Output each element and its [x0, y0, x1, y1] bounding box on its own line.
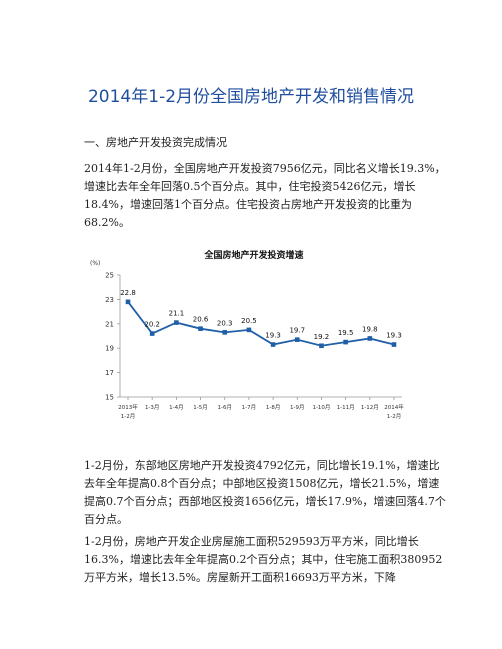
x-tick-label: 1-10月: [312, 404, 330, 411]
data-value-label: 21.1: [169, 310, 185, 318]
data-value-label: 20.6: [193, 316, 209, 324]
section-heading: 一、房地产开发投资完成情况: [84, 136, 227, 149]
x-tick-label: 1-12月: [361, 404, 379, 411]
data-point-marker: [319, 343, 324, 349]
data-value-label: 19.8: [362, 325, 378, 333]
x-tick-label: 1-8月: [266, 404, 280, 411]
data-point-marker: [125, 299, 131, 305]
paragraph-regional-investment: 1-2月份，东部地区房地产开发投资4792亿元，同比增长19.1%，增速比去年全…: [84, 459, 446, 526]
paragraph-construction-area: 1-2月份，房地产开发企业房屋施工面积529593万平方米，同比增长16.3%，…: [84, 535, 443, 584]
x-tick-label: 1-11月: [337, 404, 355, 411]
y-axis-unit-label: (%): [90, 260, 100, 267]
x-tick-label: 2014年 1-2月: [384, 403, 404, 420]
data-point-marker: [246, 327, 252, 333]
series-line: [127, 301, 395, 347]
y-tick-label: 25: [105, 272, 114, 280]
data-point-marker: [270, 342, 276, 347]
y-tick-label: 21: [105, 320, 114, 328]
data-point-marker: [343, 339, 348, 345]
page-title: 2014年1-2月份全国房地产开发和销售情况: [87, 87, 415, 107]
investment-growth-chart: 全国房地产开发投资增速 (%) 15 17 19 21 23 25 2013年 1-2月 1-3…: [90, 249, 404, 420]
x-tick-label: 1-4月: [169, 404, 183, 411]
data-point-marker: [174, 320, 179, 325]
x-tick-label: 1-7月: [242, 404, 256, 411]
data-value-label: 20.3: [217, 319, 233, 327]
x-tick-label: 1-6月: [217, 404, 231, 411]
x-tick-label: 1-9月: [290, 404, 304, 411]
data-value-label: 22.8: [120, 289, 136, 297]
x-tick-label: 2013年 1-2月: [118, 403, 138, 420]
x-tick-label: 1-5月: [193, 404, 207, 411]
data-value-label: 19.2: [314, 333, 330, 341]
data-value-label: 19.3: [265, 332, 281, 340]
x-tick-label: 1-3月: [145, 404, 159, 411]
y-tick-label: 23: [105, 296, 114, 304]
data-point-marker: [198, 326, 203, 331]
chart-title: 全国房地产开发投资增速: [203, 249, 303, 261]
data-point-marker: [294, 337, 300, 342]
data-value-label: 20.5: [241, 317, 257, 325]
data-value-label: 19.7: [289, 327, 305, 335]
data-value-label: 19.3: [386, 332, 402, 340]
paragraph-investment-summary: 2014年1-2月份，全国房地产开发投资7956亿元，同比名义增长19.3%，增…: [84, 162, 446, 229]
y-tick-label: 17: [105, 369, 114, 377]
data-point-marker: [391, 342, 397, 347]
data-point-marker: [367, 336, 373, 341]
data-point-marker: [149, 331, 155, 336]
y-tick-label: 19: [105, 345, 114, 353]
y-tick-label: 15: [105, 394, 114, 402]
data-value-label: 20.2: [144, 321, 160, 329]
data-point-marker: [222, 330, 228, 335]
data-value-label: 19.5: [338, 329, 354, 337]
